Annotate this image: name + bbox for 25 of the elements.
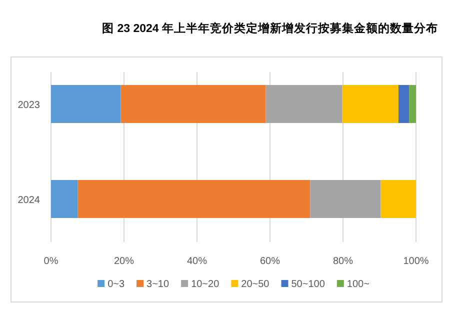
x-tick-label: 60% (260, 256, 280, 267)
y-tick-label: 2023 (18, 100, 40, 111)
x-tick-label: 40% (186, 256, 208, 267)
chart-title: 图 23 2024 年上半年竞价类定增新增发行按募集金额的数量分布 (102, 21, 438, 35)
bar (51, 180, 78, 218)
bar (120, 85, 266, 123)
bar (409, 85, 416, 123)
bar (266, 85, 342, 123)
bar (78, 180, 310, 218)
legend-label: 10~20 (191, 279, 220, 290)
x-tick-label: 100% (403, 256, 429, 267)
bar (310, 180, 381, 218)
bar (342, 85, 398, 123)
x-tick-label: 0% (44, 256, 58, 267)
bar (380, 180, 416, 218)
legend-label: 100~ (346, 279, 370, 290)
legend-label: 0~3 (108, 279, 125, 290)
legend-label: 50~100 (291, 279, 326, 290)
y-tick-label: 2024 (18, 195, 40, 206)
legend-label: 3~10 (146, 279, 170, 290)
legend-label: 20~50 (241, 279, 270, 290)
x-tick-label: 80% (332, 256, 354, 267)
x-tick-label: 20% (114, 256, 134, 267)
bar (51, 85, 121, 123)
bar (398, 85, 410, 123)
